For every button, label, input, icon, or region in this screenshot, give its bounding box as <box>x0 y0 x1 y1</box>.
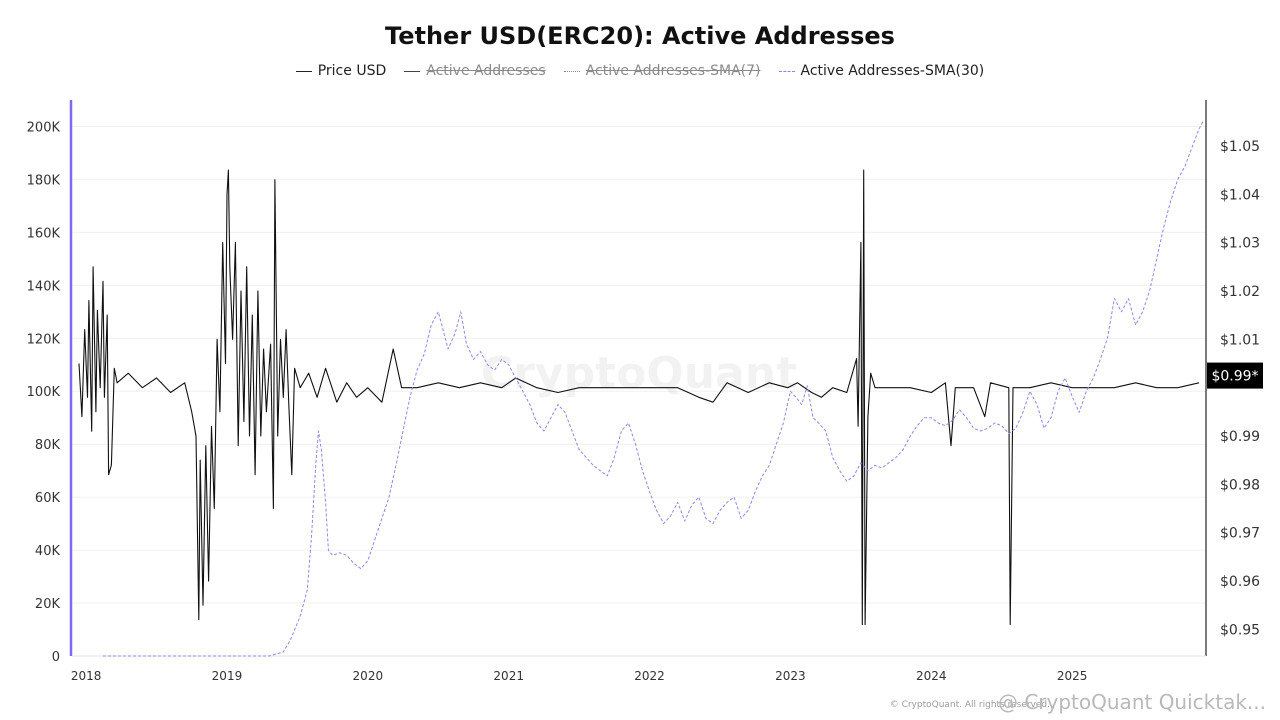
legend-label-active-addresses-sma7: Active Addresses-SMA(7) <box>585 63 761 79</box>
legend-swatch-price-usd <box>295 70 312 72</box>
y-left-tick-label: 20K <box>35 597 61 612</box>
y-left-tick-label: 120K <box>27 332 61 347</box>
y-left-tick-label: 40K <box>35 544 61 559</box>
y-right-tick-label: $1.05 <box>1220 139 1260 155</box>
legend-item-price-usd[interactable]: Price USD <box>295 63 387 79</box>
x-tick-label: 2022 <box>634 669 665 683</box>
legend-swatch-active-addresses <box>404 70 421 72</box>
legend-label-price-usd: Price USD <box>317 63 387 79</box>
y-right-tick-label: $1.02 <box>1220 284 1260 300</box>
y-right-tick-label: $0.97 <box>1220 526 1260 542</box>
series-line-0 <box>78 169 1200 626</box>
y-left-tick-label: 0 <box>52 650 60 665</box>
current-price-label: $0.99* <box>1211 369 1258 385</box>
legend-swatch-active-addresses-sma30 <box>778 70 795 72</box>
legend-label-active-addresses-sma30: Active Addresses-SMA(30) <box>800 63 985 79</box>
series-line-3 <box>103 120 1204 657</box>
current-price-marker <box>1207 362 1263 389</box>
y-left-tick-label: 140K <box>27 279 61 294</box>
x-tick-label: 2024 <box>916 669 947 683</box>
x-tick-label: 2018 <box>71 669 102 683</box>
y-left-tick-label: 180K <box>27 173 61 188</box>
y-right-tick-label: $1.01 <box>1220 332 1260 348</box>
x-tick-label: 2021 <box>493 669 524 683</box>
chart-legend: Price USD Active Addresses Active Addres… <box>0 63 1280 79</box>
y-right-tick-label: $0.96 <box>1220 574 1260 590</box>
y-right-tick-label: $1.03 <box>1220 236 1260 252</box>
x-tick-label: 2025 <box>1057 669 1088 683</box>
legend-label-active-addresses: Active Addresses <box>426 63 546 79</box>
y-right-tick-label: $1.04 <box>1220 187 1260 203</box>
y-left-tick-label: 160K <box>27 226 61 241</box>
x-tick-label: 2019 <box>212 669 243 683</box>
legend-item-active-addresses-sma7[interactable]: Active Addresses-SMA(7) <box>563 63 761 79</box>
y-left-tick-label: 80K <box>35 438 61 453</box>
copyright-text: © CryptoQuant. All rights reserved. <box>889 700 1050 710</box>
chart-title: Tether USD(ERC20): Active Addresses <box>385 22 895 50</box>
x-tick-label: 2023 <box>775 669 806 683</box>
y-right-tick-label: $0.99 <box>1220 429 1260 445</box>
y-right-tick-label: $0.95 <box>1220 622 1260 638</box>
legend-item-active-addresses[interactable]: Active Addresses <box>404 63 546 79</box>
y-left-tick-label: 100K <box>27 385 61 400</box>
y-right-tick-label: $0.98 <box>1220 477 1260 493</box>
y-left-tick-label: 60K <box>35 491 61 506</box>
legend-swatch-active-addresses-sma7 <box>563 70 580 72</box>
source-credit: @ CryptoQuant Quicktak... <box>997 690 1266 714</box>
legend-item-active-addresses-sma30[interactable]: Active Addresses-SMA(30) <box>778 63 985 79</box>
y-left-tick-label: 200K <box>27 120 61 135</box>
x-tick-label: 2020 <box>353 669 384 683</box>
